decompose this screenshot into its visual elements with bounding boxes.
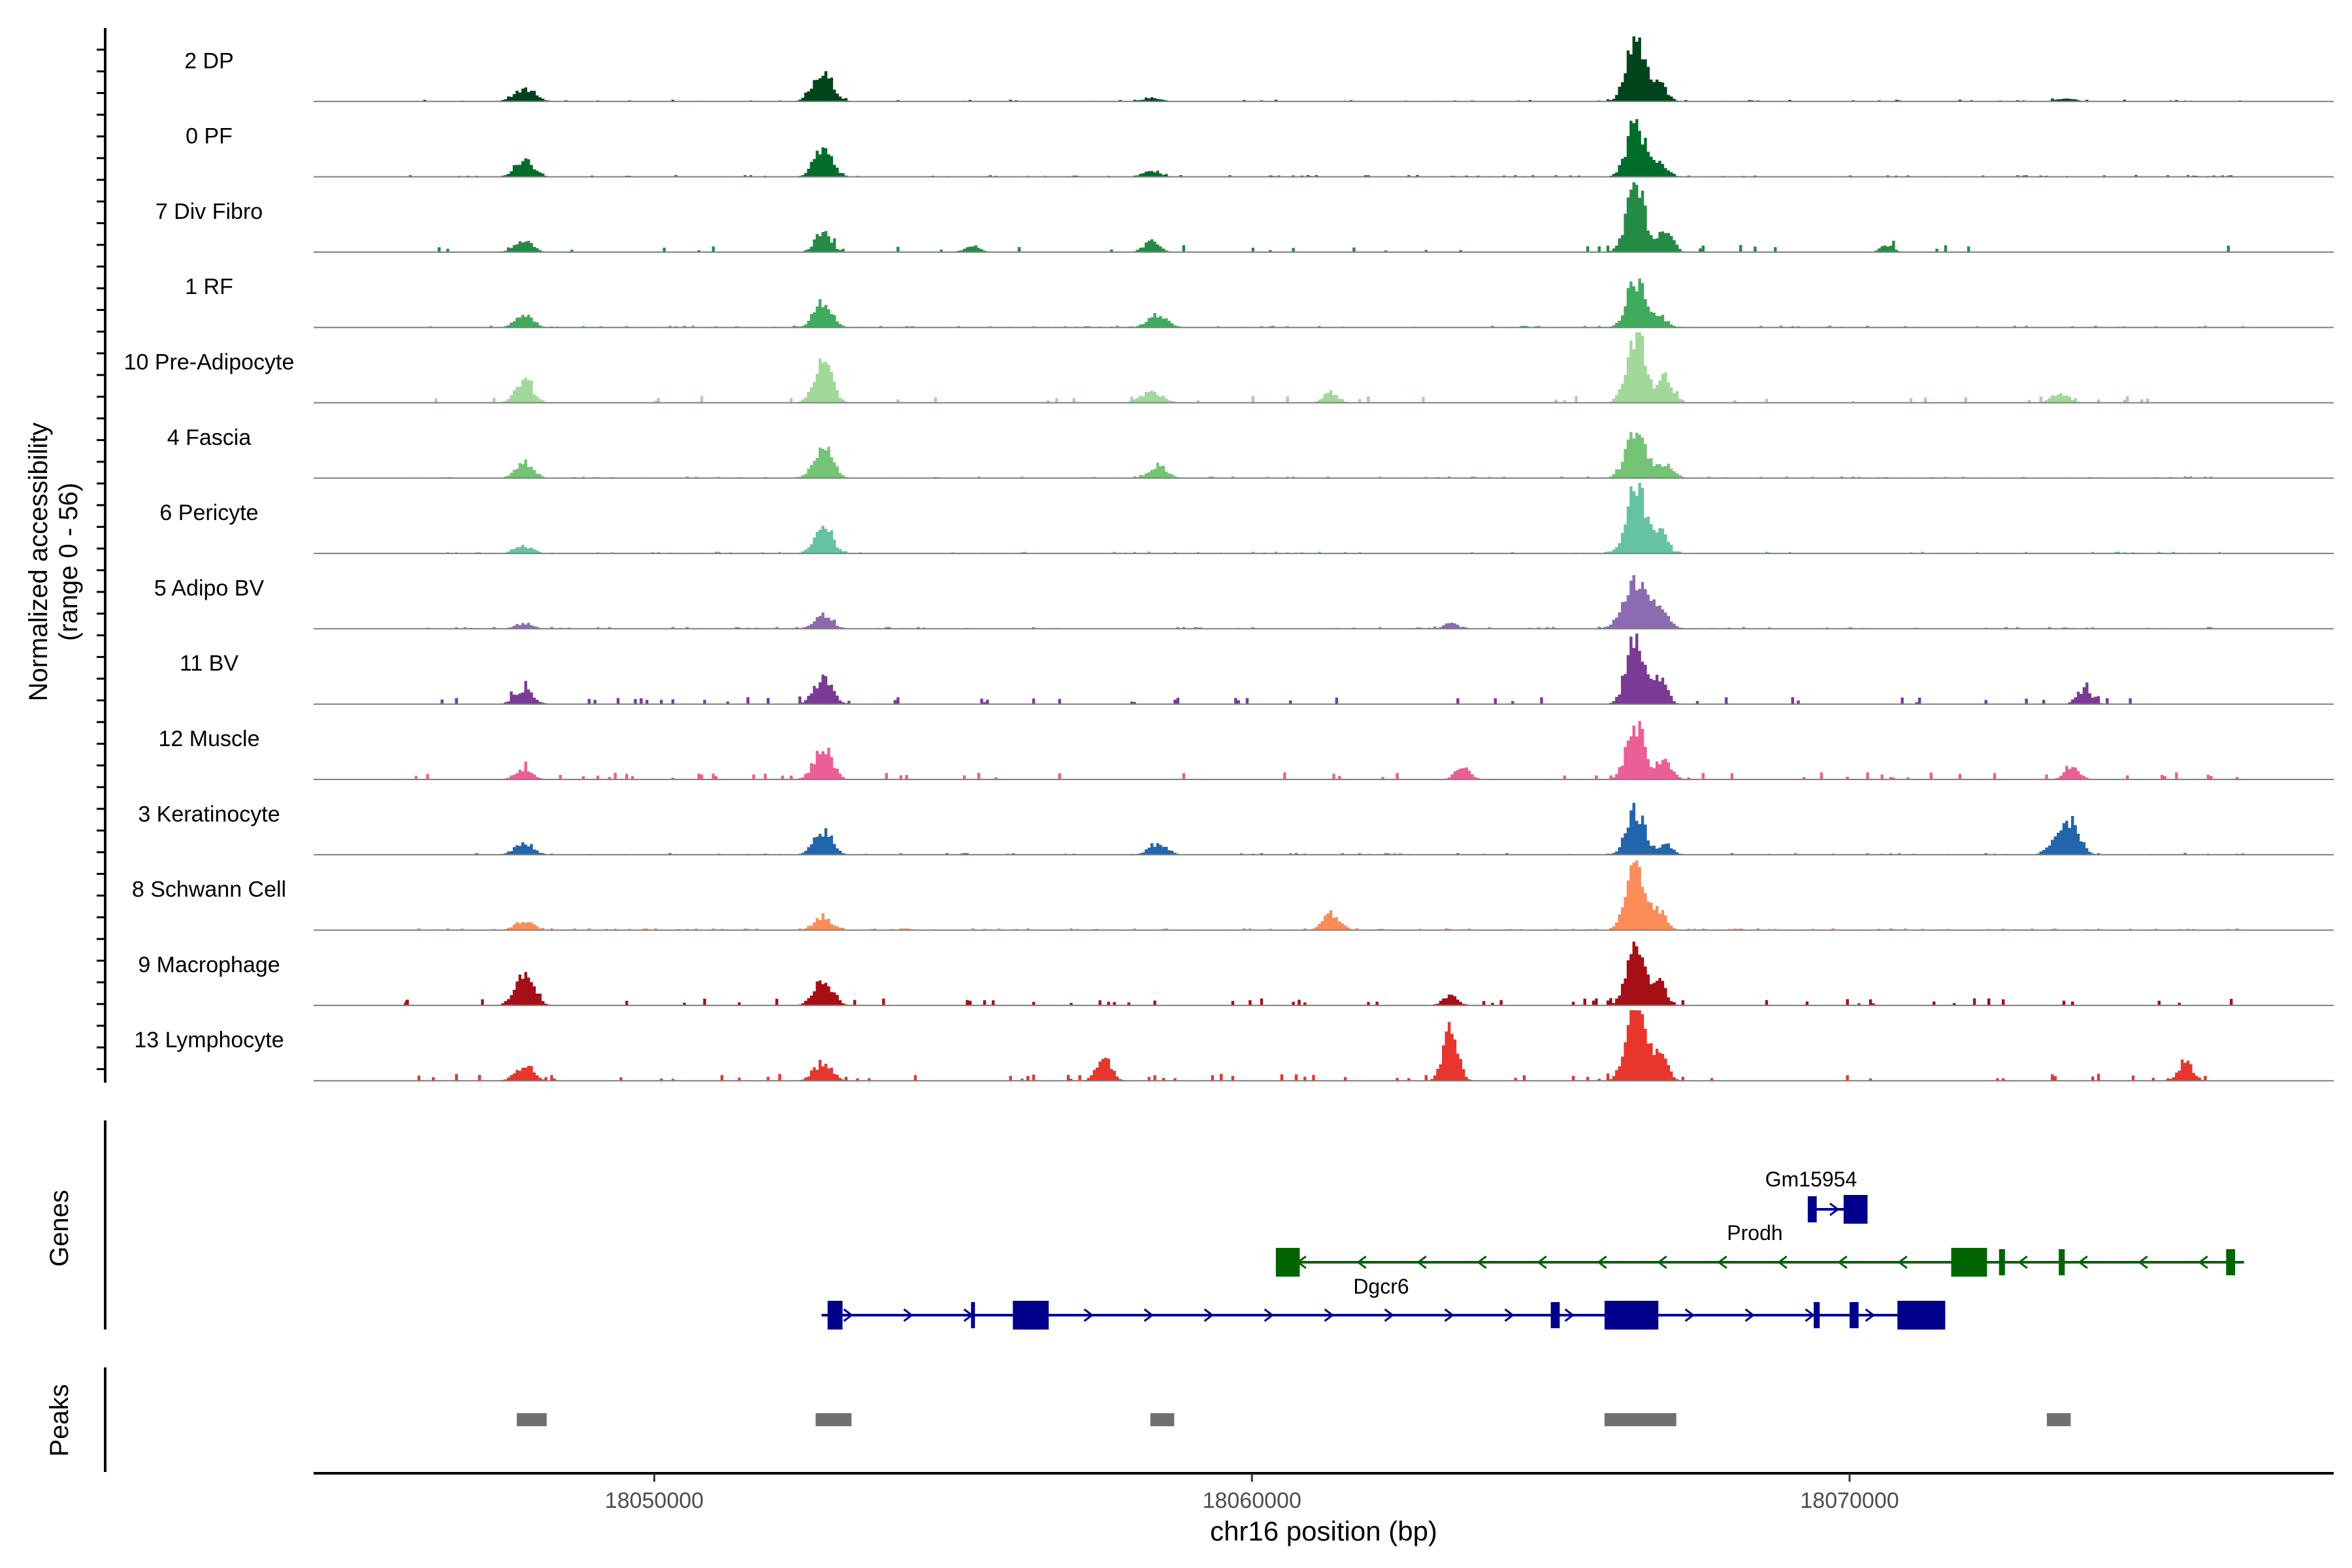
strand-arrow bbox=[843, 1308, 854, 1322]
strand-arrow bbox=[1897, 1255, 1908, 1269]
strand-arrow bbox=[1777, 1255, 1788, 1269]
x-tick-label: 18060000 bbox=[1203, 1488, 1301, 1513]
exon-prodh bbox=[2059, 1249, 2065, 1275]
y-axis-title-line1: Normalized accessibility bbox=[24, 423, 53, 702]
strand-arrow bbox=[1829, 1202, 1840, 1217]
exon-prodh bbox=[2226, 1249, 2236, 1275]
exon-prodh bbox=[1275, 1248, 1300, 1277]
strand-arrow bbox=[1324, 1308, 1335, 1322]
coverage-area-11-bv bbox=[403, 633, 2245, 704]
strand-arrow bbox=[1083, 1308, 1094, 1322]
x-axis-title: chr16 position (bp) bbox=[1210, 1516, 1437, 1546]
track-label: 7 Div Fibro bbox=[155, 199, 263, 224]
strand-arrow bbox=[1384, 1308, 1395, 1322]
strand-arrow bbox=[1717, 1255, 1727, 1269]
x-tick-label: 18070000 bbox=[1800, 1488, 1899, 1513]
coverage-area-6-pericyte bbox=[403, 483, 2245, 554]
strand-arrow bbox=[1537, 1255, 1547, 1269]
exon-dgcr6 bbox=[1897, 1301, 1946, 1330]
track-label: 6 Pericyte bbox=[159, 500, 258, 525]
strand-arrow bbox=[903, 1308, 914, 1322]
strand-arrow bbox=[1564, 1308, 1575, 1322]
exon-prodh bbox=[1999, 1249, 2005, 1275]
coverage-area-13-lymphocyte bbox=[403, 1010, 2245, 1081]
strand-arrow bbox=[1444, 1308, 1455, 1322]
y-axis-title: Normalized accessibility (range 0 - 56) bbox=[24, 423, 83, 702]
track-label: 10 Pre-Adipocyte bbox=[124, 350, 295, 375]
coverage-area-7-div-fibro bbox=[403, 182, 2245, 252]
exon-dgcr6 bbox=[1013, 1301, 1049, 1330]
strand-arrow bbox=[2078, 1255, 2088, 1269]
strand-arrow bbox=[1203, 1308, 1215, 1322]
exon-gm15954 bbox=[1843, 1195, 1868, 1224]
strand-arrow bbox=[1143, 1308, 1154, 1322]
coverage-area-10-pre-adipocyte bbox=[403, 332, 2245, 403]
coverage-area-0-pf bbox=[403, 119, 2245, 177]
coverage-area-5-adipo-bv bbox=[403, 575, 2245, 629]
x-tick-label: 18050000 bbox=[605, 1488, 704, 1513]
strand-arrow bbox=[1837, 1255, 1848, 1269]
strand-arrow bbox=[1597, 1255, 1607, 1269]
peak-region bbox=[517, 1413, 547, 1426]
track-label: 0 PF bbox=[186, 124, 233, 149]
gene-label: Prodh bbox=[1727, 1221, 1782, 1245]
strand-arrow bbox=[2017, 1255, 2028, 1269]
track-label: 12 Muscle bbox=[159, 727, 260, 751]
peak-region bbox=[1604, 1413, 1676, 1426]
track-label: 13 Lymphocyte bbox=[134, 1028, 284, 1053]
exon-dgcr6 bbox=[1814, 1302, 1820, 1328]
peaks-panel: Peaks bbox=[45, 1367, 2071, 1472]
track-label: 9 Macrophage bbox=[138, 953, 280, 977]
track-label: 5 Adipo BV bbox=[154, 576, 265, 600]
exon-dgcr6 bbox=[827, 1301, 843, 1330]
peak-region bbox=[2046, 1413, 2071, 1426]
coverage-area-1-rf bbox=[403, 278, 2245, 328]
peak-region bbox=[815, 1413, 852, 1426]
exon-dgcr6 bbox=[1850, 1302, 1859, 1328]
gene-label: Gm15954 bbox=[1765, 1168, 1857, 1191]
strand-arrow bbox=[1356, 1255, 1367, 1269]
x-axis: chr16 position (bp) 18050000 18060000 1807… bbox=[314, 1472, 2334, 1546]
coverage-tracks: 2 DP 0 PF 7 Div Fibro 1 RF 10 Pre-Adipocyte 4… bbox=[97, 28, 2334, 1083]
peaks-panel-label: Peaks bbox=[45, 1384, 74, 1456]
y-axis-title-line2: (range 0 - 56) bbox=[54, 483, 83, 641]
track-label: 2 DP bbox=[184, 48, 234, 73]
coverage-area-4-fascia bbox=[403, 432, 2245, 478]
coverage-area-12-muscle bbox=[403, 721, 2245, 779]
strand-arrow bbox=[1504, 1308, 1515, 1322]
genes-panel-label: Genes bbox=[45, 1190, 74, 1267]
genes-panel: Genes Gm15954 Prodh Dgcr6 bbox=[45, 1120, 2244, 1330]
coverage-area-2-dp bbox=[403, 36, 2245, 102]
peak-region bbox=[1150, 1413, 1175, 1426]
strand-arrow bbox=[1744, 1308, 1756, 1322]
coverage-area-9-macrophage bbox=[403, 941, 2245, 1005]
strand-arrow bbox=[1416, 1255, 1427, 1269]
exon-dgcr6 bbox=[1550, 1302, 1560, 1328]
track-label: 4 Fascia bbox=[167, 425, 252, 450]
exon-dgcr6 bbox=[1604, 1301, 1659, 1330]
strand-arrow bbox=[1684, 1308, 1695, 1322]
track-label: 3 Keratinocyte bbox=[138, 802, 280, 826]
strand-arrow bbox=[2138, 1255, 2148, 1269]
strand-arrow bbox=[1477, 1255, 1487, 1269]
coverage-area-8-schwann-cell bbox=[403, 860, 2245, 930]
strand-arrow bbox=[1805, 1308, 1816, 1322]
strand-arrow bbox=[1865, 1308, 1876, 1322]
exon-gm15954 bbox=[1807, 1196, 1817, 1222]
strand-arrow bbox=[2198, 1255, 2208, 1269]
track-label: 1 RF bbox=[185, 274, 233, 299]
track-label: 11 BV bbox=[180, 651, 238, 676]
strand-arrow bbox=[1657, 1255, 1667, 1269]
exon-prodh bbox=[1951, 1248, 1987, 1277]
track-label: 8 Schwann Cell bbox=[132, 877, 286, 902]
strand-arrow bbox=[1264, 1308, 1275, 1322]
coverage-area-3-keratinocyte bbox=[403, 802, 2245, 855]
gene-label: Dgcr6 bbox=[1353, 1275, 1409, 1298]
exon-dgcr6 bbox=[971, 1302, 975, 1328]
